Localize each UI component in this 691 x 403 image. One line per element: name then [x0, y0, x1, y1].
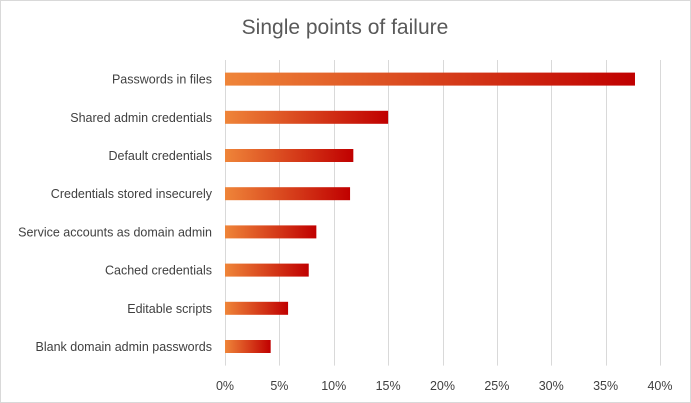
- category-label: Blank domain admin passwords: [36, 340, 212, 354]
- bar: [225, 110, 389, 124]
- bar: [225, 72, 635, 86]
- x-tick-label: 40%: [647, 379, 672, 393]
- x-tick-label: 5%: [270, 379, 288, 393]
- x-tick-label: 25%: [484, 379, 509, 393]
- x-tick-label: 0%: [216, 379, 234, 393]
- bar: [225, 263, 309, 277]
- category-label: Service accounts as domain admin: [18, 225, 212, 239]
- bar: [225, 225, 317, 239]
- x-tick-label: 20%: [430, 379, 455, 393]
- bar: [225, 340, 271, 353]
- x-tick-label: 30%: [539, 379, 564, 393]
- chart-title: Single points of failure: [242, 16, 449, 39]
- x-tick-label: 10%: [321, 379, 346, 393]
- bar: [225, 149, 354, 162]
- bar: [225, 187, 351, 201]
- category-label: Passwords in files: [112, 73, 212, 87]
- gridlines: [225, 60, 661, 366]
- bar: [225, 301, 289, 315]
- x-tick-label: 15%: [376, 379, 401, 393]
- category-label: Editable scripts: [127, 302, 212, 316]
- x-tick-label: 35%: [593, 379, 618, 393]
- category-labels: Passwords in files Shared admin credentia…: [18, 73, 213, 354]
- x-axis-tick-labels: 0% 5% 10% 15% 20% 25% 30% 35% 40%: [216, 379, 673, 393]
- category-label: Credentials stored insecurely: [51, 187, 213, 201]
- bars: [225, 72, 635, 353]
- category-label: Default credentials: [108, 149, 212, 163]
- category-label: Cached credentials: [105, 264, 212, 278]
- category-label: Shared admin credentials: [70, 111, 212, 125]
